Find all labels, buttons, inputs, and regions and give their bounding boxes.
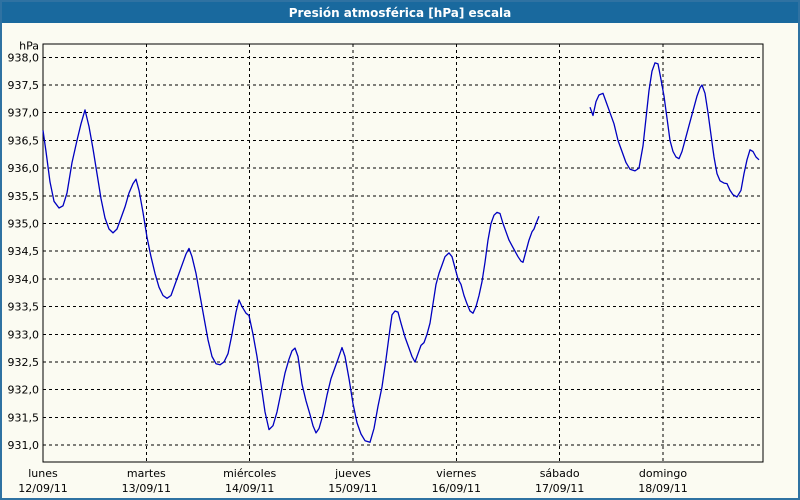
y-tick-label: 934,0 [8,273,40,286]
chart-title: Presión atmosférica [hPa] escala [288,5,512,20]
x-date-label: 13/09/11 [122,482,171,495]
y-tick-label: 936,5 [8,134,40,147]
y-tick-label: 938,0 [8,51,40,64]
y-tick-label: 937,0 [8,107,40,120]
x-weekday-label: domingo [639,467,687,480]
x-weekday-label: martes [127,467,166,480]
x-weekday-label: sábado [540,467,580,480]
y-tick-label: 932,5 [8,356,40,369]
y-tick-label: 935,5 [8,190,40,203]
x-weekday-label: lunes [28,467,58,480]
y-tick-label: 931,0 [8,439,40,452]
x-weekday-label: miércoles [223,467,276,480]
y-tick-label: 933,5 [8,301,40,314]
x-date-label: 12/09/11 [18,482,67,495]
y-tick-label: 936,0 [8,162,40,175]
y-tick-label: 937,5 [8,79,40,92]
pressure-series-line [589,62,760,198]
y-tick-label: 931,5 [8,411,40,424]
x-weekday-label: jueves [334,467,371,480]
x-date-label: 15/09/11 [328,482,377,495]
y-tick-label: 934,5 [8,245,40,258]
x-date-label: 16/09/11 [432,482,481,495]
chart-title-bar: Presión atmosférica [hPa] escala [2,2,798,23]
pressure-series-line [42,109,540,443]
y-axis-unit-label: hPa [19,39,39,52]
y-tick-label: 935,0 [8,218,40,231]
x-date-label: 14/09/11 [225,482,274,495]
x-weekday-label: viernes [436,467,476,480]
y-tick-label: 933,0 [8,328,40,341]
plot-border [42,43,764,463]
x-date-label: 18/09/11 [638,482,687,495]
y-tick-label: 932,0 [8,384,40,397]
x-date-label: 17/09/11 [535,482,584,495]
